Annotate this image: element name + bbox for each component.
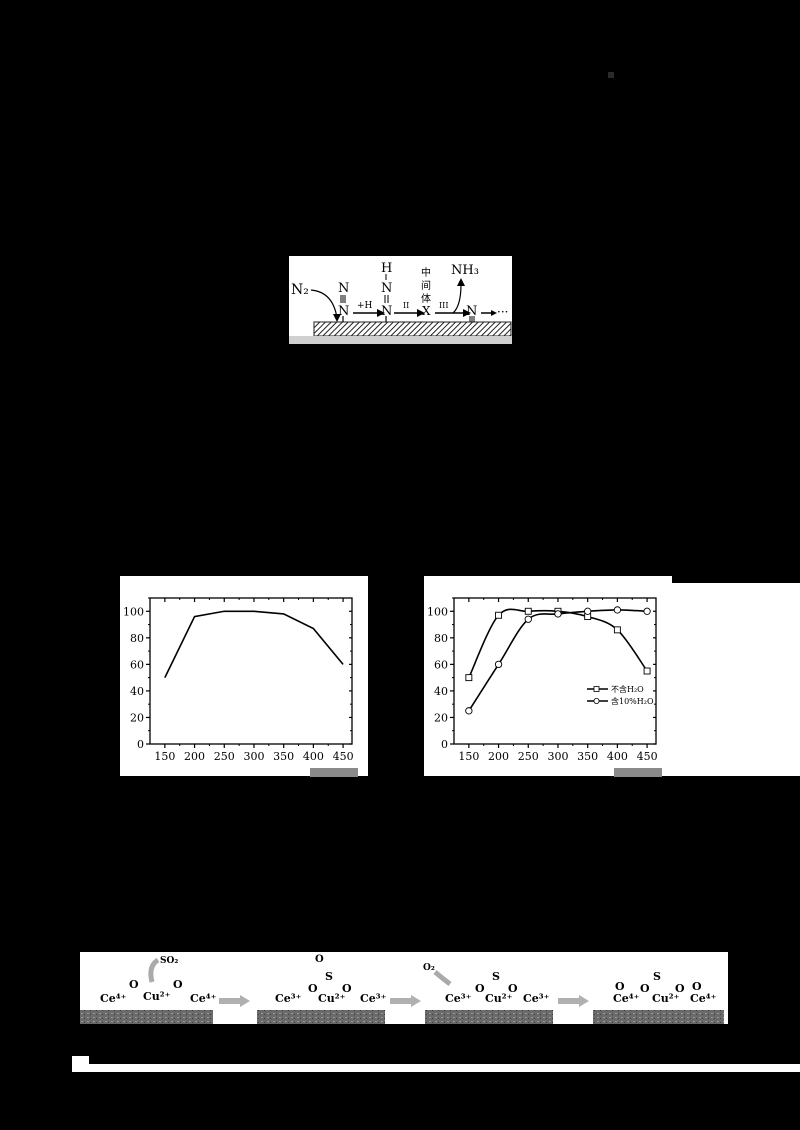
svg-text:SO₂: SO₂ <box>160 956 178 966</box>
svg-text:O: O <box>173 978 183 991</box>
svg-text:O₂: O₂ <box>423 963 435 973</box>
x-tick-label: 350 <box>273 750 294 763</box>
catalyst-surface <box>313 321 512 337</box>
y-tick-label: 0 <box>441 738 448 751</box>
x-tick-label: 400 <box>303 750 324 763</box>
svg-text:N: N <box>466 304 477 319</box>
svg-text:Ce⁴⁺: Ce⁴⁺ <box>690 992 717 1005</box>
y-tick-label: 80 <box>434 632 448 645</box>
series-line <box>468 609 648 712</box>
svg-text:III: III <box>439 301 448 310</box>
svg-text:中: 中 <box>421 266 431 279</box>
svg-text:Cu²⁺: Cu²⁺ <box>652 992 680 1005</box>
svg-text:O: O <box>615 980 625 993</box>
svg-text:Ce³⁺: Ce³⁺ <box>275 992 302 1005</box>
x-tick-label: 250 <box>518 750 539 763</box>
svg-text:O: O <box>692 980 702 993</box>
svg-text:Ce³⁺: Ce³⁺ <box>523 992 550 1005</box>
x-tick-label: 300 <box>547 750 568 763</box>
page-mark <box>608 72 614 78</box>
x-tick-label: 400 <box>607 750 628 763</box>
legend-entry: 含10%H₂O <box>611 696 654 706</box>
svg-text:间: 间 <box>421 279 431 292</box>
svg-text:O: O <box>315 954 324 965</box>
ce-cu-mechanism-diagram: SO₂ Ce⁴⁺ O Cu²⁺ O Ce⁴⁺ O S Ce³⁺ O Cu²⁺ O… <box>80 952 728 1024</box>
svg-text:S: S <box>325 970 333 983</box>
x-tick-label: 150 <box>458 750 479 763</box>
y-tick-label: 0 <box>137 738 144 751</box>
x-tick-label: 350 <box>577 750 598 763</box>
footer-rule <box>72 1064 800 1072</box>
svg-text:N: N <box>381 281 392 296</box>
svg-text:O: O <box>342 982 352 995</box>
y-tick-label: 100 <box>123 605 144 618</box>
svg-text:NH₃: NH₃ <box>451 263 479 278</box>
chart-right-background <box>672 583 800 776</box>
y-tick-label: 20 <box>434 711 448 724</box>
svg-text:O: O <box>308 982 318 995</box>
y-tick-label: 40 <box>130 685 144 698</box>
svg-text:O: O <box>475 982 485 995</box>
x-tick-label: 200 <box>184 750 205 763</box>
svg-text:+H: +H <box>357 301 373 311</box>
svg-text:Ce⁴⁺: Ce⁴⁺ <box>190 992 217 1005</box>
svg-text:O: O <box>508 982 518 995</box>
svg-text:Ce⁴⁺: Ce⁴⁺ <box>613 992 640 1005</box>
x-tick-label: 450 <box>333 750 354 763</box>
svg-text:S: S <box>492 970 500 983</box>
svg-text:N: N <box>381 304 392 319</box>
svg-text:X: X <box>422 304 431 318</box>
svg-text:···: ··· <box>497 305 508 319</box>
svg-text:H: H <box>381 261 392 276</box>
plot-area: 0 20 40 60 80 100 150 200 250 300 350 400 450 <box>123 597 354 763</box>
svg-text:Cu²⁺: Cu²⁺ <box>485 992 513 1005</box>
y-tick-label: 20 <box>130 711 144 724</box>
svg-text:体: 体 <box>421 293 431 305</box>
series-line <box>164 610 344 678</box>
svg-text:Ce³⁺: Ce³⁺ <box>445 992 472 1005</box>
chart-right: 0 20 40 60 80 100 150 200 250 300 350 400 450 不含H₂O 含1… <box>424 576 672 777</box>
svg-text:N: N <box>338 281 349 296</box>
x-tick-label: 150 <box>154 750 175 763</box>
svg-text:Ce³⁺: Ce³⁺ <box>360 992 387 1005</box>
x-axis-label-right <box>614 768 662 777</box>
n2-label: N₂ <box>291 282 309 298</box>
x-tick-label: 250 <box>214 750 235 763</box>
y-tick-label: 40 <box>434 685 448 698</box>
x-tick-label: 300 <box>243 750 264 763</box>
svg-text:S: S <box>653 970 661 983</box>
legend: 不含H₂O 含10%H₂O <box>587 684 654 706</box>
footer-notch <box>72 1056 89 1064</box>
svg-text:O: O <box>640 982 650 995</box>
y-tick-label: 80 <box>130 632 144 645</box>
n2-reduction-diagram: N₂ N N +H H N N II 中 间 体 X III <box>289 256 512 344</box>
svg-text:II: II <box>403 301 409 310</box>
svg-text:O: O <box>129 978 139 991</box>
svg-text:Cu²⁺: Cu²⁺ <box>143 990 171 1003</box>
svg-text:Cu²⁺: Cu²⁺ <box>318 992 346 1005</box>
y-tick-label: 60 <box>130 658 144 671</box>
plot-area: 0 20 40 60 80 100 150 200 250 300 350 400 450 <box>427 597 658 763</box>
chart-left: 0 20 40 60 80 100 150 200 250 300 350 400 450 <box>120 576 368 777</box>
x-tick-label: 450 <box>637 750 658 763</box>
series-line <box>468 608 648 678</box>
svg-text:N: N <box>338 304 349 319</box>
legend-entry: 不含H₂O <box>611 684 644 694</box>
y-tick-label: 60 <box>434 658 448 671</box>
x-axis-label-left <box>310 768 358 777</box>
x-tick-label: 200 <box>488 750 509 763</box>
svg-text:O: O <box>675 982 685 995</box>
svg-text:Ce⁴⁺: Ce⁴⁺ <box>100 992 127 1005</box>
y-tick-label: 100 <box>427 605 448 618</box>
